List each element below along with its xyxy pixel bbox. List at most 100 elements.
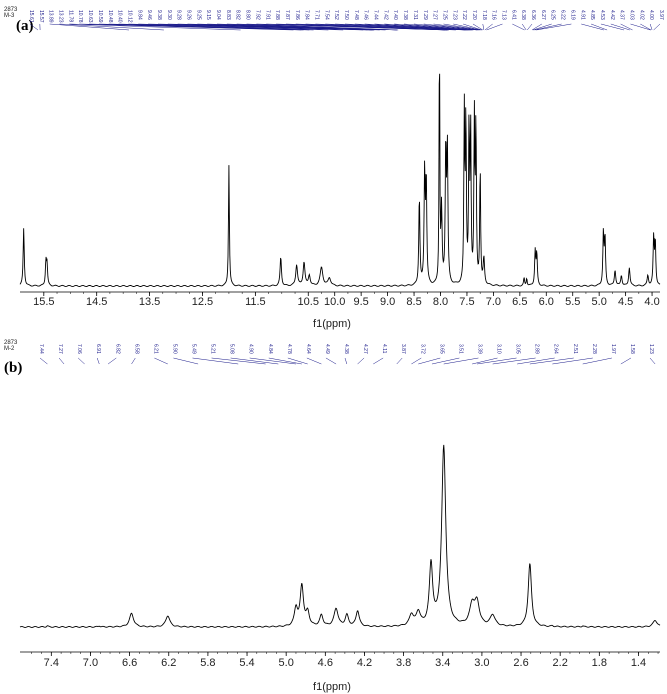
peak-label-text: 9.15 xyxy=(205,10,211,20)
peak-label: 7.44 xyxy=(38,344,48,365)
panel-b-ticks: 7.4 7.0 6.6 6.2 5.8 5.4 5.0 4.6 4.2 3.8 3.4 3.0 2.6 2… xyxy=(31,652,659,669)
x-tick-label: 5.4 xyxy=(239,657,254,669)
peak-label: 13.23 xyxy=(58,10,164,31)
peak-label-text: 4.64 xyxy=(305,344,311,354)
peak-label-text: 10.48 xyxy=(107,10,113,23)
peak-label: 7.84 xyxy=(304,10,449,31)
peak-label-text: 8.80 xyxy=(245,10,251,20)
peak-label-leader xyxy=(373,357,384,365)
peak-label: 3.72 xyxy=(411,344,425,365)
peak-label-text: 4.53 xyxy=(599,10,605,20)
peak-label: 3.05 xyxy=(476,344,521,365)
peak-label-leader xyxy=(69,23,241,31)
peak-label-text: 2.89 xyxy=(534,344,540,354)
peak-label: 4.85 xyxy=(589,10,608,31)
peak-label-leader xyxy=(517,357,555,365)
peak-label: 4.42 xyxy=(609,10,630,31)
peak-label: 6.36 xyxy=(527,10,536,31)
panel-a-spectrum-line xyxy=(19,73,661,287)
peak-label-text: 3.97 xyxy=(658,10,664,20)
peak-label-text: 5.21 xyxy=(210,344,216,354)
peak-label-leader xyxy=(486,23,503,31)
x-tick-label: 4.5 xyxy=(618,296,633,308)
peak-label-text: 9.84 xyxy=(136,10,142,20)
peak-label-leader xyxy=(630,23,651,31)
peak-label-text: 10.63 xyxy=(87,10,93,23)
peak-label: 8.80 xyxy=(245,10,399,31)
peak-label-leader xyxy=(39,357,48,365)
x-tick-label: 4.0 xyxy=(644,296,659,308)
x-tick-label: 2.2 xyxy=(553,657,568,669)
panel-b-spectrum-line xyxy=(19,444,661,628)
peak-label: 15.57 xyxy=(38,10,44,31)
peak-label-leader xyxy=(453,23,482,31)
peak-label: 6.58 xyxy=(131,344,139,365)
peak-label-leader xyxy=(58,357,65,365)
peak-label: 7.18 xyxy=(481,10,487,31)
peak-label-leader xyxy=(433,23,480,31)
x-tick-label: 5.8 xyxy=(200,657,215,669)
peak-label-leader xyxy=(107,357,117,365)
x-tick-label: 3.4 xyxy=(435,657,450,669)
peak-label-text: 1.97 xyxy=(610,344,616,354)
peak-label-leader xyxy=(230,357,279,365)
peak-label-text: 1.23 xyxy=(648,344,654,354)
peak-label-leader xyxy=(443,23,481,31)
peak-label-leader xyxy=(49,23,129,31)
peak-label-leader xyxy=(492,357,536,365)
peak-label-text: 4.00 xyxy=(648,10,654,20)
peak-label: 3.87 xyxy=(396,344,406,365)
x-tick-label: 5.0 xyxy=(279,657,294,669)
peak-label-text: 5.08 xyxy=(229,344,235,354)
peak-label-leader xyxy=(325,357,337,365)
peak-label: 6.22 xyxy=(534,10,566,31)
panel-b-peak-labels: 7.44 7.27 7.06 6.91 6.82 6.58 6.21 5.90 5.49 5.21… xyxy=(38,344,656,365)
peak-label-leader xyxy=(536,23,572,31)
peak-label-text: 4.85 xyxy=(589,10,595,20)
panel-b-label: (b) xyxy=(4,360,22,376)
peak-label-text: 6.38 xyxy=(520,10,526,20)
peak-label: 4.11 xyxy=(373,344,387,365)
peak-label-text: 7.27 xyxy=(432,10,438,20)
peak-label-leader xyxy=(532,23,552,31)
panel-a-sample-label-line2: M-3 xyxy=(4,13,15,19)
peak-label-text: 10.12 xyxy=(126,10,132,23)
x-tick-label: 3.0 xyxy=(474,657,489,669)
x-tick-label: 8.0 xyxy=(433,296,448,308)
peak-label-text: 1.58 xyxy=(629,344,635,354)
x-tick-label: 7.0 xyxy=(486,296,501,308)
peak-label: 1.97 xyxy=(582,344,616,365)
peak-label-text: 10.59 xyxy=(97,10,103,23)
peak-label: 4.00 xyxy=(648,10,654,31)
peak-label: 9.04 xyxy=(215,10,386,31)
peak-label-text: 3.05 xyxy=(515,344,521,354)
peak-label-text: 7.48 xyxy=(353,10,359,20)
peak-label: 6.21 xyxy=(152,344,168,365)
peak-label-text: 6.27 xyxy=(540,10,546,20)
peak-label-text: 7.22 xyxy=(461,10,467,20)
peak-label-leader xyxy=(512,23,525,31)
peak-label: 4.27 xyxy=(357,344,368,365)
peak-label-text: 9.38 xyxy=(156,10,162,20)
peak-label-text: 7.88 xyxy=(274,10,280,20)
peak-label: 4.37 xyxy=(619,10,633,31)
peak-label-leader xyxy=(411,357,422,365)
peak-label-text: 7.23 xyxy=(451,10,457,20)
peak-label: 11.78 xyxy=(67,10,241,31)
peak-label-text: 7.27 xyxy=(57,344,63,354)
peak-label-leader xyxy=(620,23,633,31)
peak-label: 4.78 xyxy=(286,344,308,365)
peak-label-text: 4.27 xyxy=(362,344,368,354)
peak-label-text: 15.61 xyxy=(28,10,34,23)
x-tick-label: 6.0 xyxy=(539,296,554,308)
peak-label-leader xyxy=(582,357,612,365)
peak-label: 6.25 xyxy=(532,10,556,31)
peak-label-leader xyxy=(620,357,632,365)
peak-label: 7.38 xyxy=(402,10,474,31)
x-tick-label: 1.4 xyxy=(631,657,646,669)
x-tick-label: 11.5 xyxy=(245,296,266,308)
peak-label-text: 15.57 xyxy=(38,10,44,23)
peak-label-text: 7.29 xyxy=(422,10,428,20)
peak-label: 6.91 xyxy=(95,344,101,365)
peak-label-text: 7.18 xyxy=(481,10,487,20)
